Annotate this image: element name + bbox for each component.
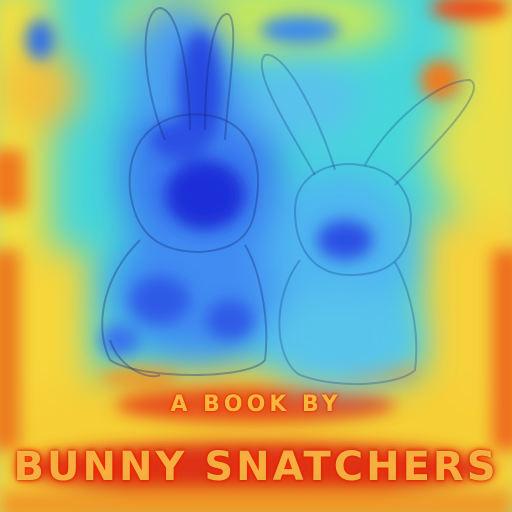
left-rabbit bbox=[101, 6, 268, 378]
cold-regions bbox=[110, 0, 420, 390]
poster-title: BUNNY SNATCHERS bbox=[13, 444, 499, 490]
poster-subtitle: A BOOK BY bbox=[170, 392, 342, 417]
right-rabbit bbox=[260, 53, 475, 386]
coldest-regions bbox=[26, 16, 373, 356]
